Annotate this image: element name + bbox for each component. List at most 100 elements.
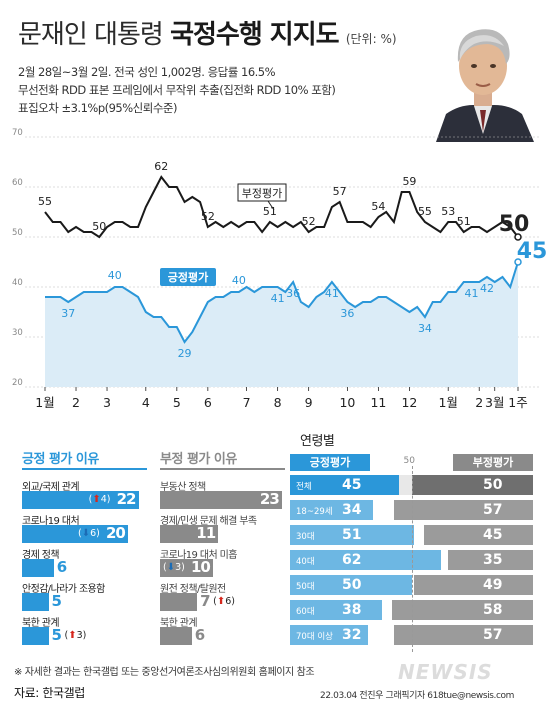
age-center-line — [411, 466, 413, 652]
x-tick-label: 1주 — [508, 395, 527, 410]
age-negative-value: 49 — [483, 577, 503, 593]
title-part2: 국정수행 지지도 — [170, 20, 339, 50]
reason-value: 22 — [116, 490, 137, 508]
x-tick-label: 3 — [103, 395, 111, 410]
age-negative-value: 50 — [483, 477, 503, 493]
x-tick-label: 4 — [142, 395, 150, 410]
change-value: 3 — [175, 562, 182, 573]
negative-end-point — [514, 233, 522, 241]
negative-reasons-heading: 부정 평가 이유 — [160, 452, 237, 467]
age-group-name: 70대 이상 — [296, 632, 333, 642]
x-tick-label: 12 — [401, 395, 417, 410]
watermark: NEWSIS — [398, 660, 493, 684]
age-negative-value: 57 — [483, 627, 503, 643]
y-tick-label: 40 — [12, 278, 23, 288]
x-tick-label: 9 — [305, 395, 313, 410]
age-positive-value: 62 — [342, 552, 362, 568]
negative-data-label: 59 — [402, 175, 416, 188]
positive-data-label: 34 — [418, 322, 432, 335]
reason-bar — [160, 491, 282, 509]
negative-data-label: 52 — [201, 210, 215, 223]
reason-change: (⬇3) — [163, 562, 185, 573]
positive-data-label: 45 — [517, 239, 548, 264]
positive-reasons-heading: 긍정 평가 이유 — [22, 452, 99, 467]
age-heading: 연령별 — [300, 434, 335, 449]
reason-value: 5 — [51, 626, 62, 644]
age-positive-bar — [290, 575, 412, 595]
change-value: 6 — [90, 528, 97, 539]
unit-label: (단위: %) — [345, 32, 397, 46]
positive-heading-rule — [22, 468, 147, 470]
x-tick-label: 1월 — [438, 395, 457, 410]
arrow-down-icon: ⬇ — [166, 562, 176, 573]
reason-label: 외교/국제 관계 — [22, 482, 80, 493]
x-tick-label: 11 — [370, 395, 386, 410]
age-positive-value: 51 — [342, 527, 362, 543]
negative-series-tag-box — [237, 183, 287, 202]
positive-data-label: 36 — [286, 287, 300, 300]
age-positive-bar — [290, 475, 400, 495]
age-positive-bar — [290, 550, 441, 570]
credit: 22.03.04 전진우 그래픽기자 618tue@newsis.com — [320, 691, 515, 701]
x-tick-label: 6 — [204, 395, 212, 410]
age-group-name: 50대 — [296, 582, 315, 592]
reason-label: 북한 관계 — [160, 618, 198, 629]
x-tick-label: 10 — [339, 395, 355, 410]
age-group-name: 전체 — [296, 482, 312, 492]
negative-data-label: 50 — [499, 212, 530, 237]
president-photo — [418, 10, 548, 142]
x-tick-label: 1월 — [35, 395, 54, 410]
age-positive-bar — [290, 625, 368, 645]
reason-value: 10 — [191, 558, 211, 576]
age-positive-bar — [290, 600, 383, 620]
negative-data-label: 57 — [333, 185, 347, 198]
reason-value: 11 — [196, 524, 216, 542]
reason-bar — [160, 593, 198, 611]
reason-bar — [22, 593, 49, 611]
negative-data-label: 51 — [457, 215, 471, 228]
reason-bar — [160, 559, 213, 577]
negative-data-label: 50 — [92, 220, 106, 233]
y-tick-label: 20 — [12, 378, 23, 388]
age-center-label: 50 — [403, 456, 415, 466]
positive-data-label: 37 — [61, 307, 75, 320]
positive-data-label: 29 — [178, 347, 192, 360]
reason-bar — [160, 525, 219, 543]
age-positive-header: 긍정평가 — [290, 454, 370, 471]
positive-data-label: 41 — [271, 292, 285, 305]
age-positive-bar — [290, 525, 414, 545]
age-group-name: 30대 — [296, 532, 315, 542]
reason-label: 경제 정책 — [22, 550, 60, 561]
reason-value: 7 — [200, 592, 210, 610]
age-negative-bar — [394, 500, 533, 520]
x-tick-label: 2 — [72, 395, 80, 410]
age-negative-bar — [392, 600, 533, 620]
age-negative-bar — [413, 575, 533, 595]
reason-bar — [22, 559, 54, 577]
reason-value: 20 — [106, 524, 126, 542]
negative-heading-rule — [160, 468, 285, 470]
negative-data-label: 62 — [154, 160, 168, 173]
positive-data-label: 36 — [340, 307, 354, 320]
header: 문재인 대통령 국정수행 지지도 (단위: %) 2월 28일~3월 2일. 전… — [0, 0, 550, 148]
negative-data-label: 54 — [371, 200, 385, 213]
reason-label: 부동산 정책 — [160, 482, 206, 493]
negative-data-label: 53 — [441, 205, 455, 218]
reason-change: (⬆6) — [213, 596, 235, 607]
reason-label: 경제/민생 문제 해결 부족 — [160, 516, 257, 527]
age-negative-value: 57 — [483, 502, 503, 518]
change-value: 4 — [100, 494, 107, 505]
change-value: 6 — [225, 596, 232, 607]
age-positive-value: 50 — [342, 577, 362, 593]
y-tick-label: 60 — [12, 178, 23, 188]
survey-info-3: 표집오차 ±3.1%p(95%신뢰수준) — [18, 101, 177, 115]
x-tick-label: 5 — [173, 395, 181, 410]
negative-tag-pointer — [267, 200, 275, 211]
title-part1: 문재인 대통령 — [18, 20, 171, 50]
age-negative-value: 35 — [483, 552, 503, 568]
age-negative-value: 45 — [483, 527, 503, 543]
x-tick-label: 8 — [274, 395, 282, 410]
negative-data-label: 52 — [302, 215, 316, 228]
page-title: 문재인 대통령 국정수행 지지도 (단위: %) — [18, 14, 397, 51]
